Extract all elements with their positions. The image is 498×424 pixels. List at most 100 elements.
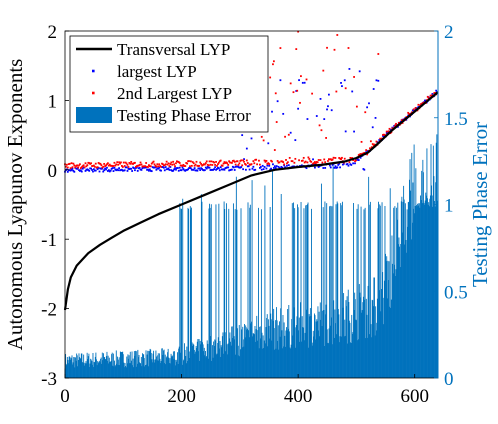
lyp-point (140, 169, 143, 171)
lyp-point (219, 159, 222, 162)
left-y-tick-label: 2 (48, 22, 58, 43)
lyp-point (217, 161, 220, 164)
lyp-point (206, 163, 209, 166)
lyp-point (136, 169, 139, 172)
lyp-point (85, 165, 88, 168)
lyp-point (264, 160, 267, 163)
lyp-point (202, 169, 204, 171)
lyp-point (281, 160, 284, 163)
lyp-point (327, 158, 330, 161)
lyp-point (323, 158, 326, 161)
lyp-point (179, 164, 182, 167)
lyp-point (214, 163, 217, 166)
lyp-point (126, 170, 129, 172)
lyp-point (97, 167, 100, 169)
legend-label: largest LYP (117, 62, 197, 81)
lyp-point (113, 161, 116, 164)
left-y-tick-label: 0 (48, 161, 58, 182)
lyp-point (182, 163, 185, 166)
lyp-point (330, 159, 333, 161)
lyp-point (292, 165, 295, 168)
lyp-point (223, 161, 226, 163)
lyp-point (357, 159, 360, 162)
lyp-point (287, 164, 290, 167)
lyp-point (305, 167, 308, 170)
lyp-point (434, 92, 437, 94)
lyp-point (108, 170, 111, 173)
lyp-point (248, 168, 251, 171)
lyp-point (351, 157, 354, 159)
lyp-point (72, 162, 75, 165)
lyp-point (338, 157, 341, 159)
lyp-point (211, 164, 214, 166)
lyp-point (353, 130, 355, 133)
lyp-point (171, 170, 174, 172)
lyp-point (217, 167, 220, 170)
lyp-point (314, 162, 317, 165)
lyp-point (121, 166, 124, 168)
lyp-point (154, 166, 157, 169)
lyp-point (78, 164, 80, 167)
lyp-point (331, 158, 334, 161)
lyp-point (272, 63, 274, 66)
lyp-point (327, 93, 330, 96)
lyp-point (277, 161, 280, 164)
lyp-point (190, 168, 193, 171)
lyp-point (322, 69, 325, 72)
lyp-point (343, 79, 346, 82)
lyp-point (91, 165, 93, 167)
lyp-point (90, 167, 93, 170)
lyp-point (68, 162, 71, 165)
lyp-point (145, 162, 148, 164)
lyp-point (180, 169, 183, 172)
lyp-point (272, 167, 275, 169)
lyp-point (293, 161, 296, 164)
lyp-point (100, 167, 103, 170)
lyp-point (103, 163, 106, 165)
lyp-point (263, 159, 266, 162)
lyp-point (181, 166, 184, 169)
lyp-point (360, 140, 363, 143)
lyp-point (336, 34, 339, 36)
lyp-point (389, 128, 392, 131)
lyp-point (299, 101, 301, 104)
lyp-point (252, 160, 255, 163)
lyp-point (295, 48, 298, 50)
lyp-point (124, 161, 127, 164)
lyp-point (317, 166, 320, 168)
lyp-point (230, 161, 232, 164)
lyp-point (369, 147, 371, 150)
lyp-point (213, 161, 216, 164)
lyp-point (80, 170, 83, 173)
lyp-point (345, 163, 348, 166)
lyp-point (167, 162, 170, 165)
lyp-point (176, 160, 178, 163)
lyp-point (296, 89, 299, 92)
lyp-point (226, 162, 229, 165)
lyp-point (401, 118, 404, 121)
lyp-point (117, 169, 120, 172)
legend-dot-swatch (92, 91, 95, 95)
lyp-point (133, 167, 135, 170)
lyp-point (123, 165, 126, 167)
lyp-point (92, 170, 94, 173)
lyp-point (357, 154, 360, 156)
lyp-point (335, 167, 338, 169)
lyp-point (415, 107, 418, 110)
lyp-point (424, 99, 427, 102)
lyp-point (201, 168, 203, 170)
lyp-point (376, 141, 379, 144)
lyp-point (373, 143, 376, 146)
lyp-point (348, 161, 351, 164)
lyp-point (142, 165, 145, 168)
lyp-point (227, 166, 230, 169)
lyp-point (220, 164, 223, 167)
lyp-point (74, 166, 77, 169)
lyp-point (121, 169, 124, 172)
lyp-point (268, 164, 271, 167)
lyp-point (309, 160, 312, 162)
lyp-point (260, 135, 263, 138)
lyp-point (239, 160, 242, 162)
lyp-point (93, 168, 95, 171)
lyp-point (152, 166, 155, 169)
